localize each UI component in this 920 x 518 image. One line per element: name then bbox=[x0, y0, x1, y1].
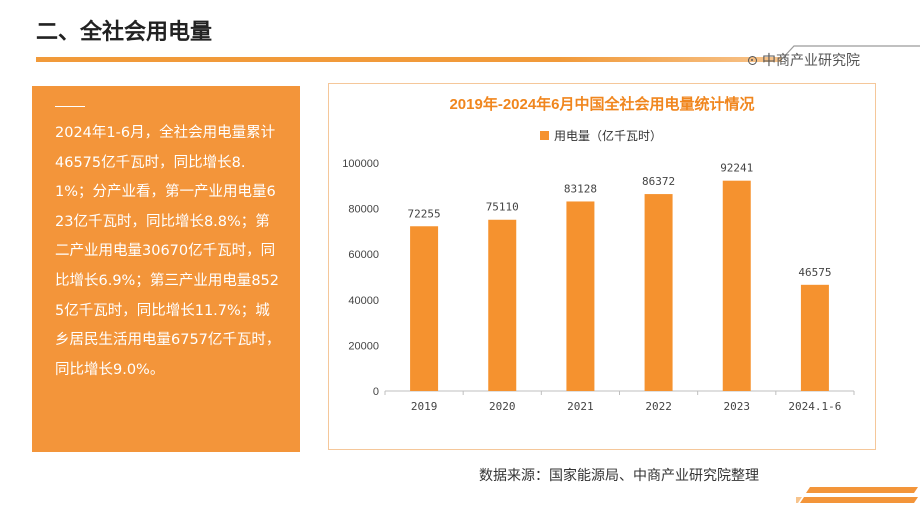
page-title: 二、全社会用电量 bbox=[36, 20, 213, 45]
x-tick-label: 2024.1-6 bbox=[788, 400, 841, 413]
chart-legend: 用电量（亿千瓦时） bbox=[540, 128, 662, 143]
panel-dash bbox=[55, 106, 85, 107]
x-tick-label: 2019 bbox=[411, 400, 438, 413]
chart-frame: 2019年-2024年6月中国全社会用电量统计情况 用电量（亿千瓦时） 0 200… bbox=[328, 83, 876, 450]
data-label: 92241 bbox=[720, 162, 753, 175]
legend-label: 用电量（亿千瓦时） bbox=[554, 128, 662, 143]
chart-axes: 0 20000 40000 60000 80000 100000 2019 2020 2021 2… bbox=[342, 158, 855, 413]
data-label: 83128 bbox=[564, 182, 597, 195]
y-tick-label: 20000 bbox=[348, 340, 379, 352]
header-divider bbox=[36, 57, 782, 62]
data-source: 数据来源：国家能源局、中商产业研究院整理 bbox=[479, 468, 759, 484]
bar-chart: 2019年-2024年6月中国全社会用电量统计情况 用电量（亿千瓦时） 0 200… bbox=[342, 95, 855, 413]
summary-panel: 2024年1-6月，全社会用电量累计46575亿千瓦时，同比增长8.1%；分产业… bbox=[32, 86, 300, 452]
bar bbox=[410, 226, 439, 391]
y-tick-label: 60000 bbox=[348, 249, 379, 261]
bar bbox=[800, 284, 829, 391]
y-tick-label: 0 bbox=[373, 386, 379, 398]
decorative-stripes bbox=[796, 487, 918, 503]
x-tick-label: 2021 bbox=[567, 400, 594, 413]
header-divider-slant bbox=[780, 45, 920, 62]
x-tick-label: 2020 bbox=[489, 400, 516, 413]
legend-swatch bbox=[540, 131, 549, 140]
bar bbox=[722, 180, 751, 391]
chart-bars: 72255 75110 83128 86372 92241 46575 bbox=[408, 162, 831, 391]
brand-name: 中商产业研究院 bbox=[762, 53, 860, 69]
summary-text: 2024年1-6月，全社会用电量累计46575亿千瓦时，同比增长8.1%；分产业… bbox=[55, 125, 281, 378]
data-label: 46575 bbox=[798, 266, 831, 279]
chart-title: 2019年-2024年6月中国全社会用电量统计情况 bbox=[449, 95, 754, 113]
y-tick-label: 80000 bbox=[348, 204, 379, 216]
x-tick-label: 2023 bbox=[724, 400, 751, 413]
bar bbox=[644, 194, 673, 391]
data-label: 75110 bbox=[486, 201, 519, 214]
data-label: 86372 bbox=[642, 175, 675, 188]
y-tick-label: 100000 bbox=[342, 158, 379, 170]
brand-logo: 中商产业研究院 bbox=[748, 50, 860, 70]
target-icon bbox=[748, 55, 757, 65]
data-label: 72255 bbox=[408, 207, 441, 220]
y-tick-label: 40000 bbox=[348, 295, 379, 307]
x-tick-label: 2022 bbox=[645, 400, 672, 413]
bar bbox=[566, 201, 595, 391]
bar bbox=[488, 219, 517, 391]
